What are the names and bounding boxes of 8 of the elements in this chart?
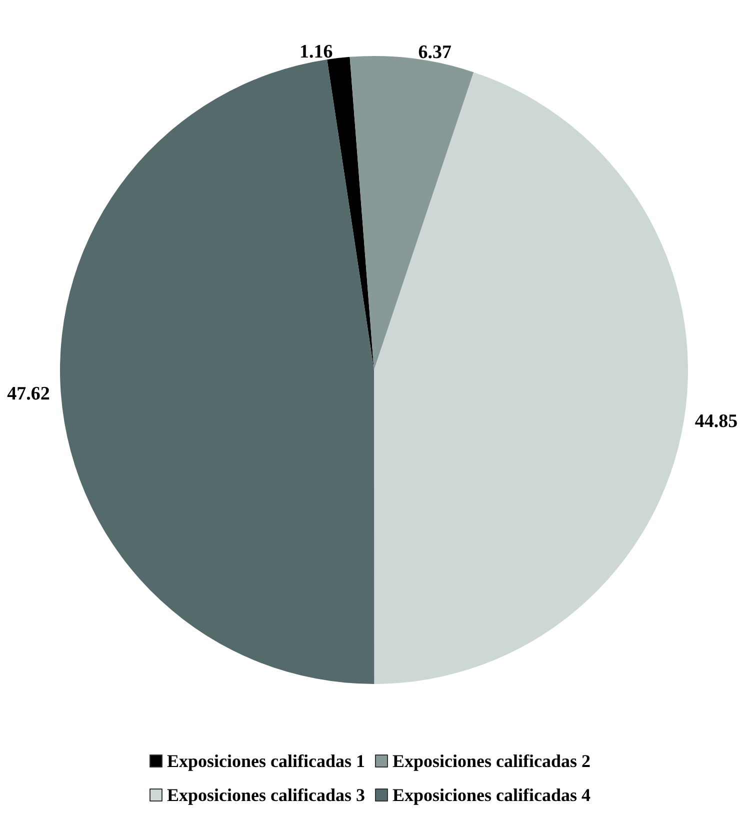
data-label: 1.16: [299, 42, 333, 63]
data-label: 6.37: [418, 42, 452, 63]
data-label: 44.85: [694, 410, 738, 432]
legend-label: Exposiciones calificadas 2: [392, 751, 591, 771]
legend-label: Exposiciones calificadas 3: [166, 785, 366, 805]
data-label: 47.62: [7, 384, 50, 405]
legend-label: Exposiciones calificadas 4: [392, 785, 591, 805]
legend-label: Exposiciones calificadas 1: [166, 751, 366, 771]
